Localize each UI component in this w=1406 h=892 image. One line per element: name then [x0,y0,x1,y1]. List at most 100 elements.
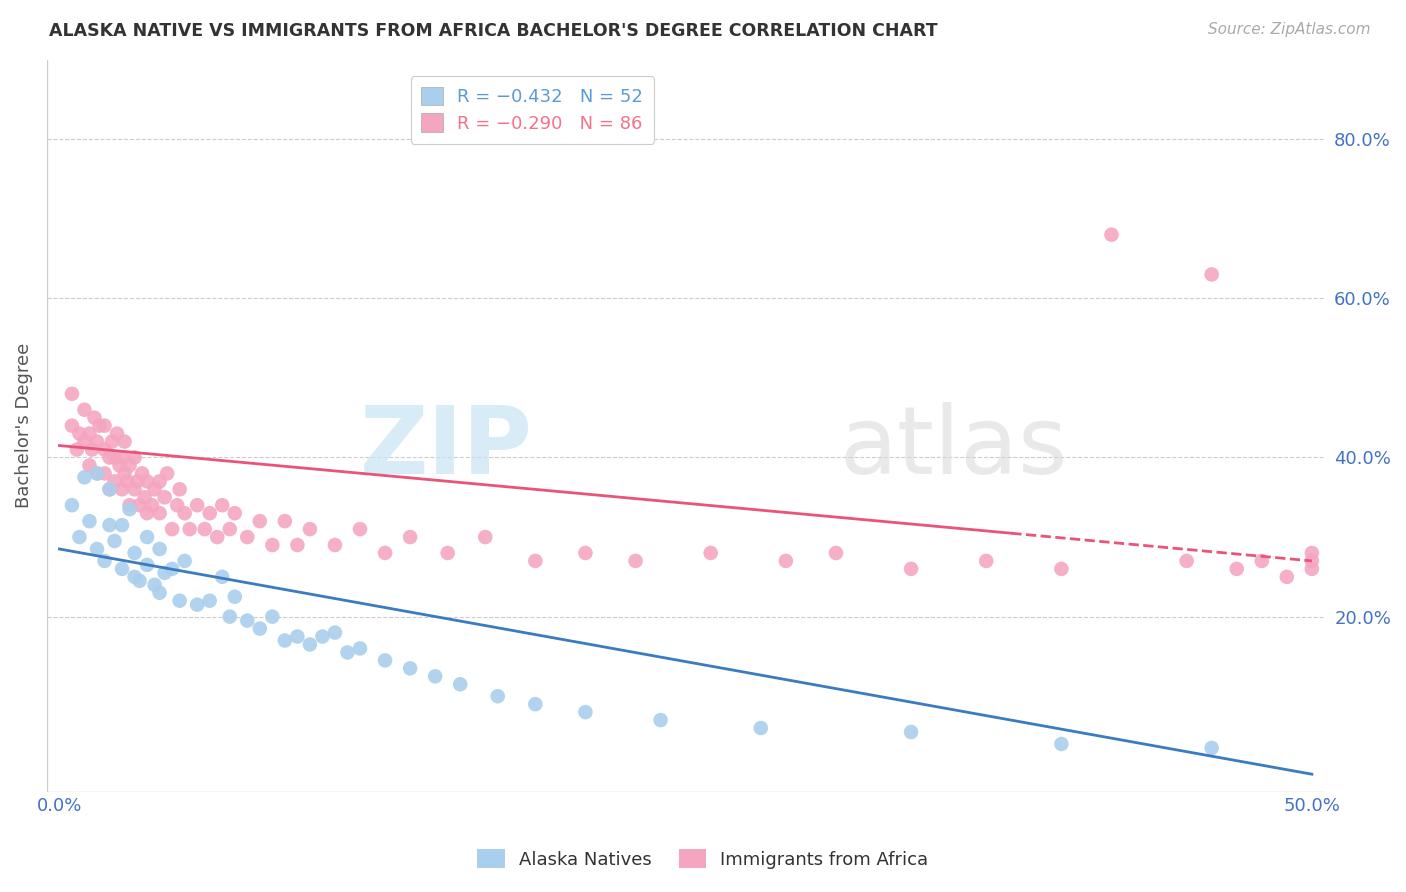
Text: Source: ZipAtlas.com: Source: ZipAtlas.com [1208,22,1371,37]
Point [486,690,509,704]
Point [298,522,321,536]
Point [574,705,596,719]
Point [73,402,96,417]
Point [198,506,221,520]
Point [262,609,284,624]
Point [93,467,115,481]
Legend: R = −0.432   N = 52, R = −0.290   N = 86: R = −0.432 N = 52, R = −0.290 N = 86 [411,76,654,144]
Point [1301,546,1323,560]
Point [1275,570,1298,584]
Point [1101,227,1123,242]
Point [118,498,141,512]
Point [160,562,183,576]
Point [524,554,547,568]
Point [93,442,115,457]
Point [98,483,121,497]
Point [825,546,848,560]
Point [1201,268,1223,282]
Point [86,467,108,481]
Point [449,677,471,691]
Point [103,534,125,549]
Point [236,614,259,628]
Point [436,546,458,560]
Point [1050,562,1073,576]
Point [524,697,547,711]
Point [474,530,496,544]
Point [69,530,91,544]
Point [86,434,108,449]
Point [79,458,101,473]
Point [650,713,672,727]
Point [83,410,105,425]
Point [218,609,240,624]
Text: ALASKA NATIVE VS IMMIGRANTS FROM AFRICA BACHELOR'S DEGREE CORRELATION CHART: ALASKA NATIVE VS IMMIGRANTS FROM AFRICA … [49,22,938,40]
Point [1201,740,1223,755]
Point [128,574,150,588]
Point [900,562,922,576]
Point [169,593,191,607]
Point [134,490,156,504]
Point [186,498,208,512]
Point [118,458,141,473]
Point [79,514,101,528]
Point [103,475,125,489]
Point [323,538,346,552]
Point [374,653,396,667]
Point [262,538,284,552]
Point [156,467,179,481]
Point [249,514,271,528]
Point [125,475,148,489]
Point [103,450,125,465]
Point [699,546,721,560]
Point [86,467,108,481]
Point [153,566,176,580]
Point [205,530,228,544]
Point [218,522,240,536]
Point [111,562,134,576]
Point [124,570,146,584]
Point [274,633,297,648]
Point [624,554,647,568]
Point [98,518,121,533]
Point [136,506,159,520]
Point [336,645,359,659]
Point [124,483,146,497]
Point [118,502,141,516]
Point [114,467,136,481]
Point [298,638,321,652]
Point [89,418,111,433]
Point [194,522,217,536]
Point [166,498,188,512]
Point [73,470,96,484]
Point [143,483,166,497]
Point [211,498,233,512]
Point [287,538,309,552]
Text: atlas: atlas [839,401,1067,493]
Point [349,522,371,536]
Point [236,530,259,544]
Point [149,506,172,520]
Point [86,541,108,556]
Point [775,554,797,568]
Point [287,630,309,644]
Point [423,669,446,683]
Point [93,418,115,433]
Point [574,546,596,560]
Point [173,554,195,568]
Point [124,546,146,560]
Point [399,530,422,544]
Point [149,541,172,556]
Point [79,426,101,441]
Point [101,434,124,449]
Text: ZIP: ZIP [360,401,533,493]
Point [136,475,159,489]
Point [60,418,83,433]
Point [224,590,246,604]
Point [128,498,150,512]
Point [114,434,136,449]
Point [173,506,195,520]
Point [1050,737,1073,751]
Point [160,522,183,536]
Point [115,475,138,489]
Point [73,434,96,449]
